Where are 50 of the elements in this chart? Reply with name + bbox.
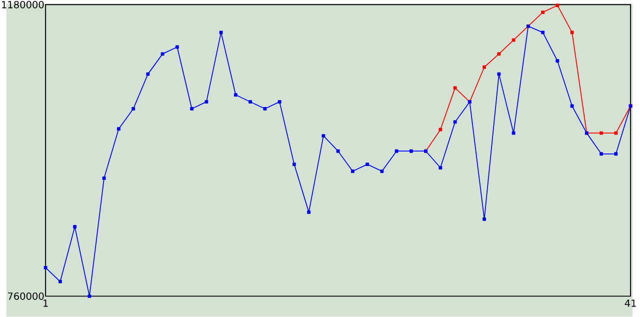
point [600, 131, 604, 135]
point [600, 152, 604, 156]
point [409, 150, 413, 153]
point [234, 93, 238, 97]
point [380, 170, 384, 174]
point [292, 162, 296, 166]
point [116, 127, 120, 131]
point [512, 131, 516, 135]
point [614, 152, 618, 156]
point [278, 100, 282, 104]
point [438, 166, 442, 170]
point [190, 107, 194, 111]
x-tick-label: 41 [624, 300, 636, 307]
point [497, 52, 501, 56]
point [570, 30, 574, 34]
point [512, 38, 516, 42]
point [58, 280, 62, 284]
x-tick-label: 1 [44, 300, 48, 307]
point [453, 120, 457, 124]
y-tick-label: 760000 [8, 292, 44, 300]
point [204, 100, 208, 104]
point [438, 128, 442, 132]
point [73, 225, 77, 229]
y-tick-label: 1180000 [2, 1, 44, 8]
point [541, 10, 545, 14]
point [556, 59, 560, 63]
point [322, 134, 326, 138]
point [614, 131, 618, 135]
point [350, 170, 354, 174]
point [336, 150, 340, 153]
point [132, 107, 136, 111]
point [570, 104, 574, 108]
point [482, 218, 486, 221]
point [175, 45, 179, 49]
point [263, 107, 267, 111]
point [102, 176, 106, 180]
point [307, 210, 311, 214]
point [394, 150, 398, 153]
point [541, 30, 545, 34]
point [453, 86, 457, 90]
point [366, 162, 370, 166]
point [160, 52, 164, 56]
point [556, 4, 560, 8]
point [88, 294, 92, 298]
point [248, 100, 252, 104]
point [219, 30, 223, 34]
point [482, 66, 486, 69]
point [497, 72, 501, 76]
point [44, 266, 48, 270]
point [146, 72, 150, 76]
